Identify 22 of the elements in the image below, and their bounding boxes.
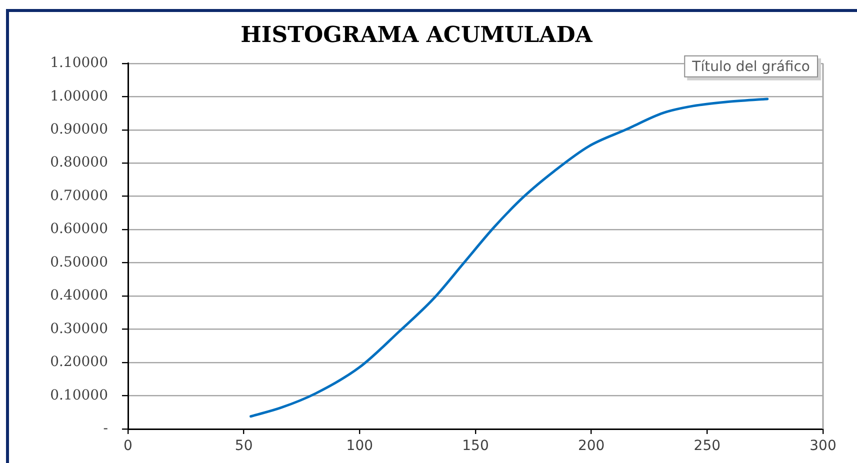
y-tick-label: 1.00000 xyxy=(50,88,108,104)
x-tick-label: 100 xyxy=(346,438,374,454)
y-tick-label: 0.60000 xyxy=(50,221,108,238)
x-tick-label: 200 xyxy=(578,438,605,454)
x-tick-label: 250 xyxy=(694,438,721,454)
annotation: Título del gráfico xyxy=(691,59,810,76)
y-tick-label: - xyxy=(103,420,108,437)
y-tick-label: 0.50000 xyxy=(50,254,108,270)
y-tick-label: 0.70000 xyxy=(50,188,108,204)
y-tick-label: 1.10000 xyxy=(50,55,108,72)
y-tick-label: 0.40000 xyxy=(50,288,108,304)
y-tick-label: 0.80000 xyxy=(50,154,108,171)
y-tick-label: 0.30000 xyxy=(50,320,108,337)
x-tick-label: 0 xyxy=(124,438,132,454)
y-tick-label: 0.10000 xyxy=(50,387,108,404)
line-series xyxy=(250,98,769,418)
x-tick-label: 150 xyxy=(462,438,489,454)
y-tick-label: 0.20000 xyxy=(50,354,108,370)
chart-title: HISTOGRAMA ACUMULADA xyxy=(240,22,594,48)
x-tick-label: 50 xyxy=(234,438,253,454)
x-tick-label: 300 xyxy=(810,438,836,454)
y-tick-label: 0.90000 xyxy=(50,122,108,138)
